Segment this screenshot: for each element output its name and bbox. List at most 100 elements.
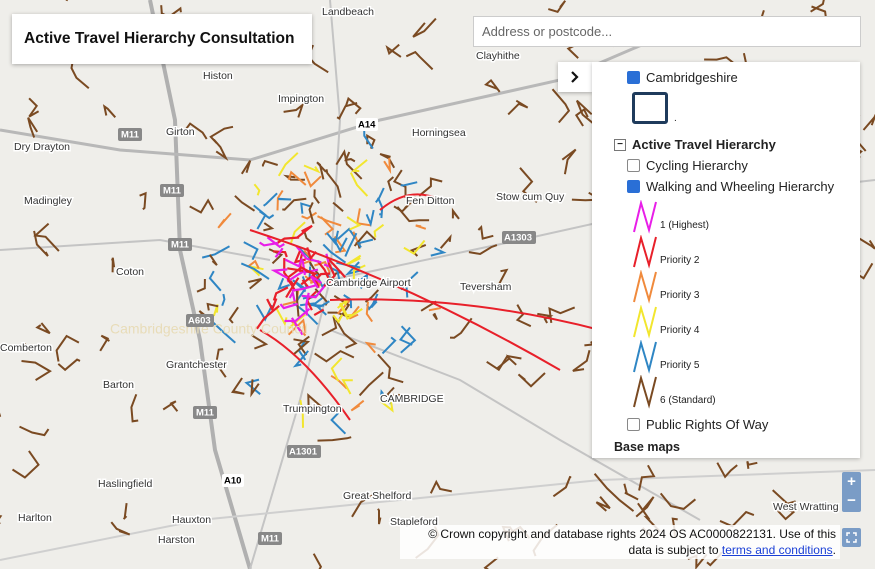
path-segment bbox=[255, 304, 273, 322]
path-segment bbox=[773, 503, 796, 521]
path-segment bbox=[451, 207, 460, 220]
path-segment bbox=[212, 321, 236, 344]
path-segment bbox=[314, 349, 355, 363]
search-box[interactable]: Address or postcode... bbox=[474, 17, 860, 46]
path-segment bbox=[234, 195, 256, 212]
path-segment bbox=[659, 492, 697, 510]
path-segment bbox=[335, 319, 358, 349]
path-segment bbox=[490, 268, 509, 290]
place-label: CAMBRIDGE bbox=[380, 393, 444, 405]
place-label: Barton bbox=[103, 379, 134, 391]
path-segment bbox=[307, 393, 331, 410]
layer-row[interactable]: Walking and Wheeling Hierarchy bbox=[627, 179, 834, 194]
legend-label: Priority 4 bbox=[660, 325, 700, 336]
path-segment bbox=[772, 489, 797, 509]
fullscreen-button[interactable] bbox=[842, 528, 861, 547]
checkbox[interactable] bbox=[627, 159, 640, 172]
path-segment bbox=[287, 318, 307, 336]
path-segment bbox=[196, 278, 206, 293]
path-segment bbox=[379, 389, 392, 405]
zoom-control: + − bbox=[842, 472, 861, 512]
path-segment bbox=[273, 250, 288, 258]
collapse-button[interactable] bbox=[558, 62, 592, 92]
legend-symbol bbox=[633, 375, 657, 409]
terms-link[interactable]: terms and conditions bbox=[721, 543, 833, 557]
path-segment bbox=[189, 198, 215, 214]
path-segment bbox=[279, 302, 299, 310]
checkbox[interactable] bbox=[627, 180, 640, 193]
path-segment bbox=[428, 307, 441, 312]
path-segment bbox=[432, 312, 438, 321]
path-segment bbox=[292, 279, 307, 293]
path-segment bbox=[635, 496, 655, 518]
path-segment bbox=[507, 99, 529, 116]
path-segment bbox=[295, 245, 322, 264]
checkbox[interactable] bbox=[627, 71, 640, 84]
group-row[interactable]: − Active Travel Hierarchy bbox=[614, 137, 776, 152]
path-segment bbox=[330, 407, 347, 435]
search-placeholder: Address or postcode... bbox=[482, 24, 613, 39]
path-segment bbox=[429, 479, 453, 494]
path-segment bbox=[405, 50, 434, 71]
path-segment bbox=[215, 348, 227, 378]
path-segment bbox=[308, 201, 315, 224]
path-segment bbox=[400, 181, 418, 187]
layer-label: Walking and Wheeling Hierarchy bbox=[646, 179, 835, 194]
layer-row[interactable]: Cambridgeshire bbox=[627, 70, 738, 85]
path-segment bbox=[344, 151, 356, 163]
path-segment bbox=[484, 78, 501, 93]
path-segment bbox=[335, 149, 363, 180]
path-segment bbox=[122, 502, 128, 520]
place-label: Fen Ditton bbox=[406, 195, 455, 207]
path-segment bbox=[377, 508, 382, 525]
layer-row[interactable]: Cycling Hierarchy bbox=[627, 158, 748, 173]
path-segment bbox=[130, 393, 139, 423]
path-segment bbox=[593, 473, 635, 512]
path-segment bbox=[256, 305, 280, 330]
path-segment bbox=[810, 0, 825, 13]
path-segment bbox=[412, 17, 437, 38]
layer-row[interactable]: Public Rights Of Way bbox=[627, 417, 768, 432]
boundary-swatch: . bbox=[632, 92, 677, 124]
path-segment bbox=[263, 222, 275, 232]
path-segment bbox=[313, 308, 325, 317]
path-segment bbox=[348, 305, 360, 320]
path-segment bbox=[162, 400, 179, 412]
legend-label: Priority 5 bbox=[660, 360, 700, 371]
path-segment bbox=[716, 462, 738, 479]
path-segment bbox=[27, 117, 39, 138]
path-segment bbox=[350, 399, 365, 412]
path-segment bbox=[335, 227, 357, 242]
path-segment bbox=[317, 436, 352, 442]
expand-toggle[interactable]: − bbox=[614, 138, 626, 151]
title-box: Active Travel Hierarchy Consultation bbox=[12, 14, 312, 64]
zoom-out[interactable]: − bbox=[847, 492, 856, 509]
path-segment bbox=[259, 329, 351, 421]
path-segment bbox=[551, 88, 571, 124]
place-label: Hauxton bbox=[172, 514, 211, 526]
path-segment bbox=[409, 243, 427, 257]
basemaps-heading[interactable]: Base maps bbox=[614, 440, 680, 454]
path-segment bbox=[55, 334, 80, 362]
path-segment bbox=[213, 138, 229, 162]
path-segment bbox=[33, 222, 60, 252]
path-segment bbox=[263, 192, 278, 207]
layer-panel: Cambridgeshire . − Active Travel Hierarch… bbox=[592, 62, 860, 458]
place-label: West Wratting bbox=[773, 501, 839, 513]
checkbox[interactable] bbox=[627, 418, 640, 431]
watermark: Cambridgeshire County Council bbox=[110, 321, 308, 337]
path-segment bbox=[293, 338, 311, 355]
path-segment bbox=[266, 236, 285, 249]
path-segment bbox=[292, 350, 309, 368]
path-segment bbox=[139, 191, 147, 211]
path-segment bbox=[250, 379, 260, 398]
path-segment bbox=[243, 241, 259, 261]
legend-line bbox=[633, 270, 657, 304]
path-segment bbox=[332, 201, 344, 213]
path-segment bbox=[290, 317, 304, 336]
path-segment bbox=[217, 212, 232, 229]
zoom-in[interactable]: + bbox=[847, 473, 856, 490]
path-segment bbox=[430, 247, 447, 257]
road-label: A10 bbox=[224, 476, 241, 487]
